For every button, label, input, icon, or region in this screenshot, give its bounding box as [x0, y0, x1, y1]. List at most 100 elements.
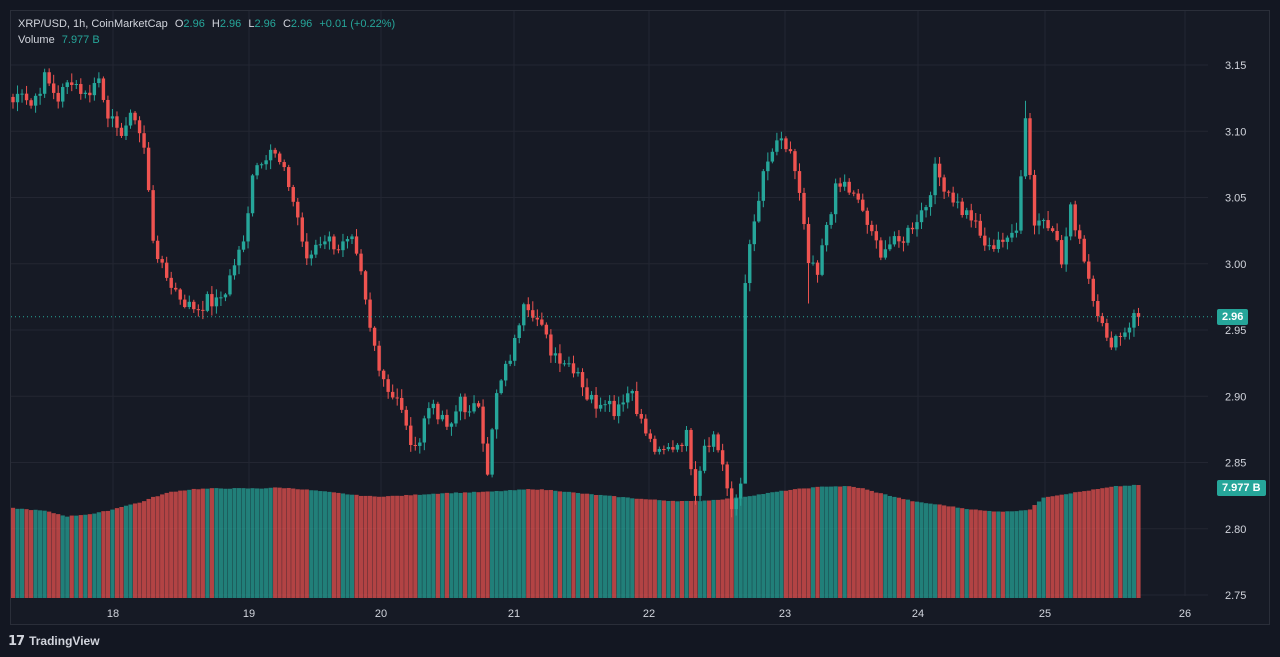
- volume-bar: [892, 496, 897, 598]
- volume-bar: [607, 495, 612, 598]
- volume-bar: [982, 510, 987, 598]
- volume-bar: [408, 495, 413, 598]
- tradingview-branding[interactable]: 17 TradingView: [8, 633, 100, 649]
- candle-body: [20, 93, 24, 95]
- high-label: H: [211, 18, 220, 30]
- volume-bar: [996, 511, 1001, 598]
- candle-body: [70, 82, 74, 85]
- candle-body: [888, 244, 892, 250]
- candle-body: [15, 93, 20, 103]
- candle-body: [626, 393, 630, 403]
- y-axis-tick-label: 3.10: [1225, 126, 1246, 138]
- candle-body: [363, 271, 368, 300]
- candle-body: [223, 294, 228, 298]
- volume-bar: [987, 510, 992, 598]
- candle-body: [1001, 239, 1005, 242]
- volume-bar: [462, 492, 468, 598]
- candle-body: [255, 165, 259, 176]
- volume-bar: [178, 490, 183, 598]
- candle-body: [915, 222, 919, 230]
- candle-body: [1096, 301, 1100, 317]
- candle-body: [494, 393, 499, 430]
- volume-bar: [526, 489, 531, 598]
- volume-bar: [114, 508, 120, 598]
- candle-body: [580, 372, 585, 388]
- volume-bar: [28, 510, 34, 598]
- candle-body: [924, 207, 928, 211]
- candle-body: [377, 345, 381, 371]
- volume-bar: [1113, 485, 1118, 598]
- volume-bar: [245, 488, 251, 598]
- volume-bar: [1009, 511, 1015, 598]
- volume-bar: [499, 491, 504, 598]
- volume-bar: [11, 507, 16, 598]
- x-axis-tick-label: 19: [243, 608, 255, 620]
- candle-body: [571, 363, 576, 374]
- y-axis-tick-label: 2.90: [1225, 391, 1246, 403]
- candle-body: [1064, 236, 1068, 265]
- candle-body: [815, 262, 820, 275]
- candle-body: [748, 244, 752, 284]
- candle-body: [327, 236, 332, 242]
- volume-bar: [544, 490, 549, 598]
- volume-bar: [295, 489, 300, 598]
- chart-panel[interactable]: 3.15 3.10 3.05 3.00 2.95 2.90 2.85 2.80 2.75 18 19…: [10, 10, 1270, 625]
- candle-body: [24, 93, 29, 101]
- low-value: 2.96: [254, 18, 276, 30]
- volume-bar: [743, 496, 748, 598]
- candle-body: [820, 245, 824, 275]
- volume-bar: [101, 511, 106, 598]
- candle-body: [1109, 337, 1114, 348]
- candle-body: [237, 249, 241, 266]
- volume-bar: [806, 488, 811, 598]
- volume-bar: [1104, 487, 1109, 598]
- volume-bar: [955, 507, 960, 598]
- y-axis-tick-label: 3.05: [1225, 193, 1246, 205]
- candle-body: [413, 445, 417, 447]
- volume-bar: [639, 498, 644, 598]
- candle-body: [589, 394, 594, 400]
- volume-bar: [734, 497, 739, 598]
- candle-body: [852, 192, 856, 194]
- volume-bar: [1036, 501, 1042, 598]
- volume-bar: [923, 503, 929, 598]
- volume-bar: [399, 495, 404, 598]
- volume-bar: [978, 510, 983, 598]
- candle-body: [829, 214, 833, 225]
- volume-bar: [467, 492, 472, 598]
- volume-bar: [860, 488, 865, 598]
- volume-bar: [232, 488, 237, 598]
- candle-body: [341, 241, 345, 251]
- volume-bar: [847, 486, 852, 598]
- x-axis-tick-label: 24: [912, 608, 924, 620]
- volume-bar: [331, 492, 337, 598]
- candlestick-chart[interactable]: 3.15 3.10 3.05 3.00 2.95 2.90 2.85 2.80 2.75 18 19…: [11, 11, 1269, 624]
- candle-body: [418, 442, 422, 446]
- candle-body: [612, 400, 616, 417]
- candle-body: [1118, 336, 1123, 338]
- volume-bar: [218, 488, 224, 598]
- volume-bar: [942, 505, 947, 598]
- volume-bar: [774, 491, 779, 598]
- volume-bar: [666, 500, 671, 598]
- candle-body: [1046, 220, 1050, 229]
- current-price-tag: 2.96: [1217, 309, 1249, 325]
- candle-body: [689, 429, 693, 470]
- candle-body: [33, 95, 38, 106]
- volume-bar: [386, 496, 391, 598]
- volume-bar: [566, 491, 572, 598]
- candle-body: [314, 244, 318, 255]
- candle-body: [906, 227, 910, 243]
- candle-body: [802, 192, 806, 225]
- volume-bar: [377, 496, 382, 598]
- candle-body: [616, 404, 621, 417]
- volume-bar: [372, 496, 377, 598]
- candle-body: [318, 244, 323, 246]
- candle-body: [635, 390, 639, 415]
- candle-body: [1041, 220, 1046, 222]
- candle-body: [228, 275, 232, 295]
- candle-body: [142, 133, 146, 148]
- volume-bar: [259, 488, 264, 598]
- volume-bar: [616, 497, 621, 598]
- candle-body: [531, 310, 535, 318]
